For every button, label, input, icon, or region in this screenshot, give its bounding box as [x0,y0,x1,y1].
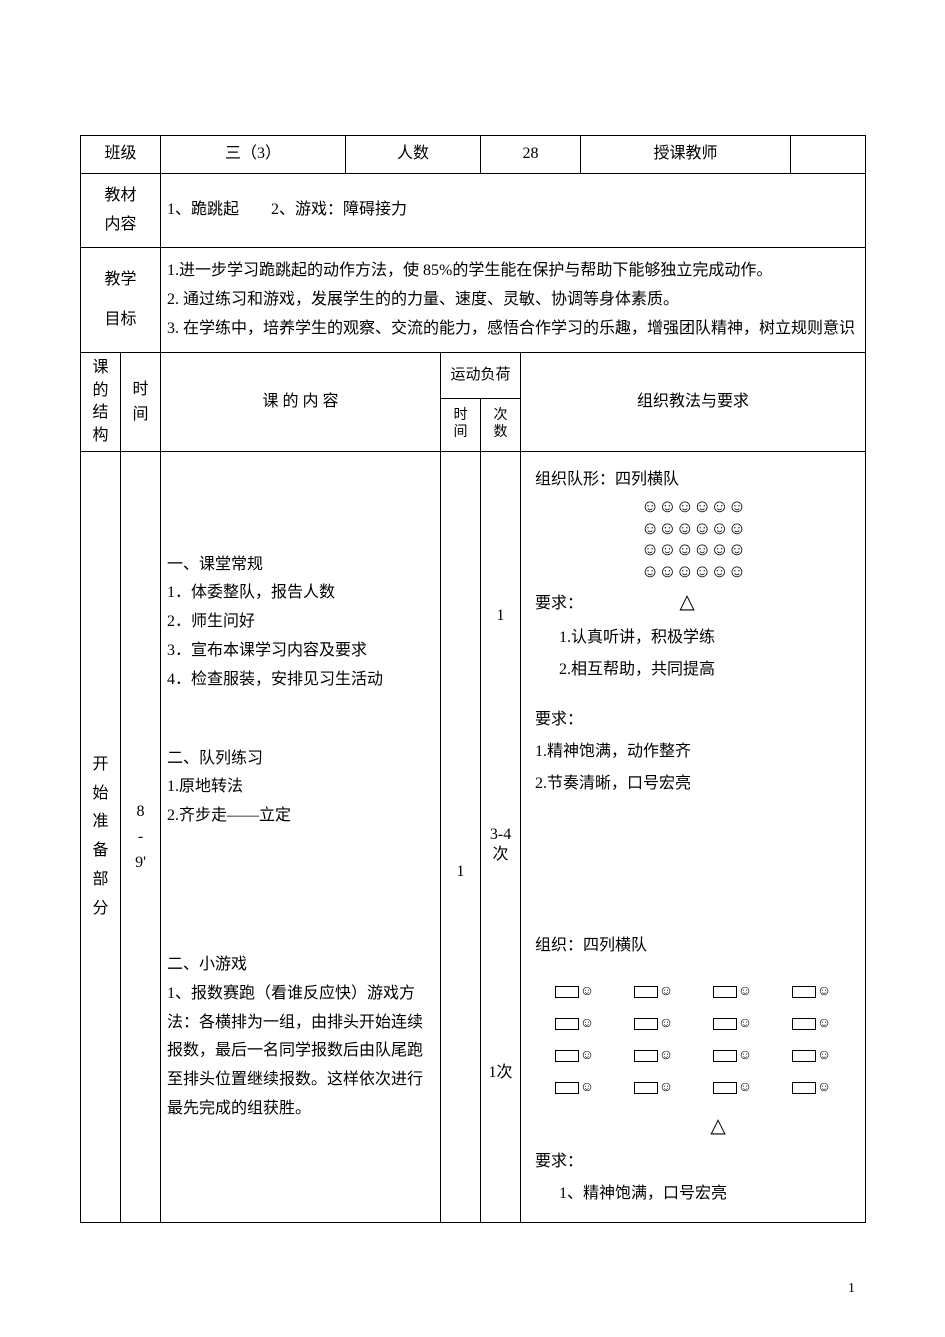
material-row: 教材内容 1、跪跳起 2、游戏：障碍接力 [81,173,866,248]
th-load: 运动负荷 [441,353,521,398]
th-structure: 课的结构 [81,353,121,452]
teacher-value [791,136,866,174]
page-container: 班级 三（3） 人数 28 授课教师 教材内容 1、跪跳起 2、游戏：障碍接力 … [0,0,945,1283]
material-label: 教材内容 [81,173,161,248]
org-block1: 组织队形：四列横队 ☺☺☺☺☺☺ ☺☺☺☺☺☺ ☺☺☺☺☺☺ ☺☺☺☺☺☺ 要求… [525,460,861,1214]
box-item: ☺ [634,978,673,1006]
box-item: ☺ [555,978,594,1006]
th-org: 组织教法与要求 [521,353,866,452]
box-row-2: ☺ ☺ ☺ ☺ [535,1010,851,1038]
people-label: 人数 [346,136,481,174]
block1-l2: 2．师生问好 [167,608,434,637]
th-load-time: 时间 [441,398,481,451]
box-item: ☺ [713,1042,752,1070]
box-row-1: ☺ ☺ ☺ ☺ [535,978,851,1006]
class-value: 三（3） [161,136,346,174]
th-time: 时间 [121,353,161,452]
header-row: 班级 三（3） 人数 28 授课教师 [81,136,866,174]
org-block3-title: 组织：四列横队 [535,930,851,962]
block1-l1: 1．体委整队，报告人数 [167,579,434,608]
goal-line1: 1.进一步学习跪跳起的动作方法，使 85%的学生能在保护与帮助下能够独立完成动作… [167,257,859,286]
smiley-row-1: ☺☺☺☺☺☺ [535,496,851,518]
section1-row: 开始准备部分 8-9' 一、课堂常规 1．体委整队，报告人数 2．师生问好 3．… [81,451,866,1222]
org-block3-r1: 1、精神饱满，口号宏亮 [559,1178,851,1210]
block1-title: 一、课堂常规 [167,551,434,580]
box-item: ☺ [555,1042,594,1070]
section1-org: 组织队形：四列横队 ☺☺☺☺☺☺ ☺☺☺☺☺☺ ☺☺☺☺☺☺ ☺☺☺☺☺☺ 要求… [521,451,866,1222]
goal-label: 教学目标 [81,248,161,353]
block2-l1: 1.原地转法 [167,773,434,802]
block1-l4: 4．检查服装，安排见习生活动 [167,666,434,695]
org-block1-req: 要求： [535,588,583,620]
material-value: 1、跪跳起 2、游戏：障碍接力 [161,173,866,248]
org-block3-req: 要求： [535,1146,851,1178]
goal-line3: 3. 在学练中，培养学生的观察、交流的能力，感悟合作学习的乐趣，增强团队精神，树… [167,315,859,344]
teacher-label: 授课教师 [581,136,791,174]
load-count-2: 3-4次 [487,825,514,863]
org-block1-r2: 2.相互帮助，共同提高 [559,654,851,686]
block2-l2: 2.齐步走——立定 [167,802,434,831]
block1-l3: 3．宣布本课学习内容及要求 [167,637,434,666]
section1-time: 8-9' [121,451,161,1222]
section1-structure: 开始准备部分 [81,451,121,1222]
section1-load-count: 1 3-4次 1次 [481,451,521,1222]
goal-row: 教学目标 1.进一步学习跪跳起的动作方法，使 85%的学生能在保护与帮助下能够独… [81,248,866,353]
box-item: ☺ [713,978,752,1006]
box-item: ☺ [713,1010,752,1038]
org-block1-title: 组织队形：四列横队 [535,464,851,496]
section1-content: 一、课堂常规 1．体委整队，报告人数 2．师生问好 3．宣布本课学习内容及要求 … [161,451,441,1222]
box-item: ☺ [713,1074,752,1102]
load-count-3: 1次 [487,1059,514,1088]
smiley-row-2: ☺☺☺☺☺☺ [535,518,851,540]
box-item: ☺ [792,978,831,1006]
goal-line2: 2. 通过练习和游戏，发展学生的的力量、速度、灵敏、协调等身体素质。 [167,286,859,315]
box-row-4: ☺ ☺ ☺ ☺ [535,1074,851,1102]
box-row-3: ☺ ☺ ☺ ☺ [535,1042,851,1070]
triangle-2: △ [585,1106,851,1146]
th-row1: 课的结构 时间 课 的 内 容 运动负荷 组织教法与要求 [81,353,866,398]
lesson-plan-table: 班级 三（3） 人数 28 授课教师 教材内容 1、跪跳起 2、游戏：障碍接力 … [80,135,866,1223]
block3-l1: 1、报数赛跑（看谁反应快）游戏方法：各横排为一组，由排头开始连续报数，最后一名同… [167,980,434,1124]
triangle-1: △ [583,582,791,622]
smiley-row-4: ☺☺☺☺☺☺ [535,561,851,583]
box-item: ☺ [634,1042,673,1070]
org-block2-req: 要求： [535,704,851,736]
box-item: ☺ [555,1010,594,1038]
block2-title: 二、队列练习 [167,745,434,774]
box-item: ☺ [792,1074,831,1102]
box-item: ☺ [634,1010,673,1038]
org-block1-r1: 1.认真听讲，积极学练 [559,622,851,654]
load-time-1: 1 [447,858,474,887]
box-item: ☺ [792,1010,831,1038]
page-number: 1 [848,1281,855,1297]
section1-load-time: 1 [441,451,481,1222]
org-block2-r1: 1.精神饱满，动作整齐 [535,736,851,768]
th-content: 课 的 内 容 [161,353,441,452]
box-item: ☺ [634,1074,673,1102]
box-item: ☺ [555,1074,594,1102]
people-value: 28 [481,136,581,174]
th-load-count: 次数 [481,398,521,451]
goal-value: 1.进一步学习跪跳起的动作方法，使 85%的学生能在保护与帮助下能够独立完成动作… [161,248,866,353]
smiley-row-3: ☺☺☺☺☺☺ [535,539,851,561]
load-count-1: 1 [487,602,514,631]
org-block2-r2: 2.节奏清晰，口号宏亮 [535,768,851,800]
class-label: 班级 [81,136,161,174]
block3-title: 二、小游戏 [167,951,434,980]
box-item: ☺ [792,1042,831,1070]
